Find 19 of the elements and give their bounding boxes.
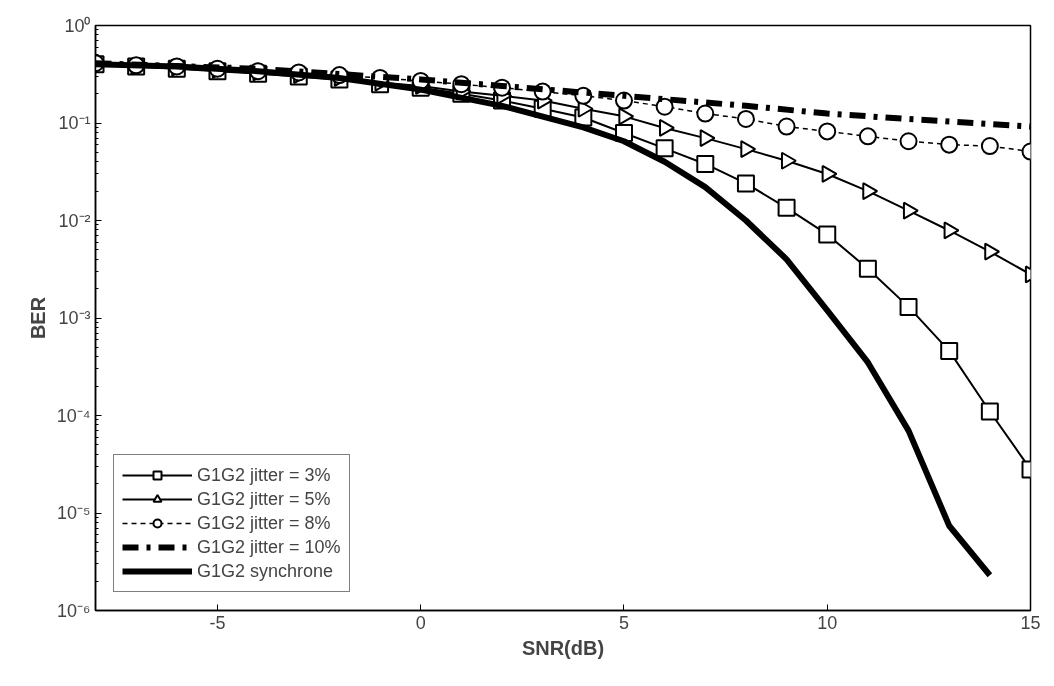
y-tick-label: 10⁻⁶ (57, 600, 91, 621)
legend-label: G1G2 synchrone (197, 559, 334, 583)
x-tick-label: 0 (415, 612, 426, 633)
y-axis-title: BER (26, 296, 49, 340)
legend-label: G1G2 jitter = 5% (197, 487, 331, 511)
y-tick-label: 10⁰ (64, 15, 91, 36)
x-tick-label: -5 (209, 612, 226, 633)
x-tick-label: 15 (1020, 612, 1041, 633)
legend-label: G1G2 jitter = 3% (197, 463, 331, 487)
x-tick-label: 5 (618, 612, 629, 633)
y-tick-label: 10⁻⁴ (56, 405, 91, 426)
legend-label: G1G2 jitter = 10% (197, 535, 341, 559)
y-tick-label: 10⁻² (58, 210, 91, 231)
y-tick-label: 10⁻⁵ (57, 503, 91, 523)
x-tick-label: 10 (817, 612, 838, 633)
y-tick-label: 10⁻³ (58, 308, 91, 328)
legend-label: G1G2 jitter = 8% (197, 511, 331, 535)
y-tick-label: 10⁻¹ (58, 113, 91, 133)
x-axis-title: SNR(dB) (521, 636, 605, 659)
